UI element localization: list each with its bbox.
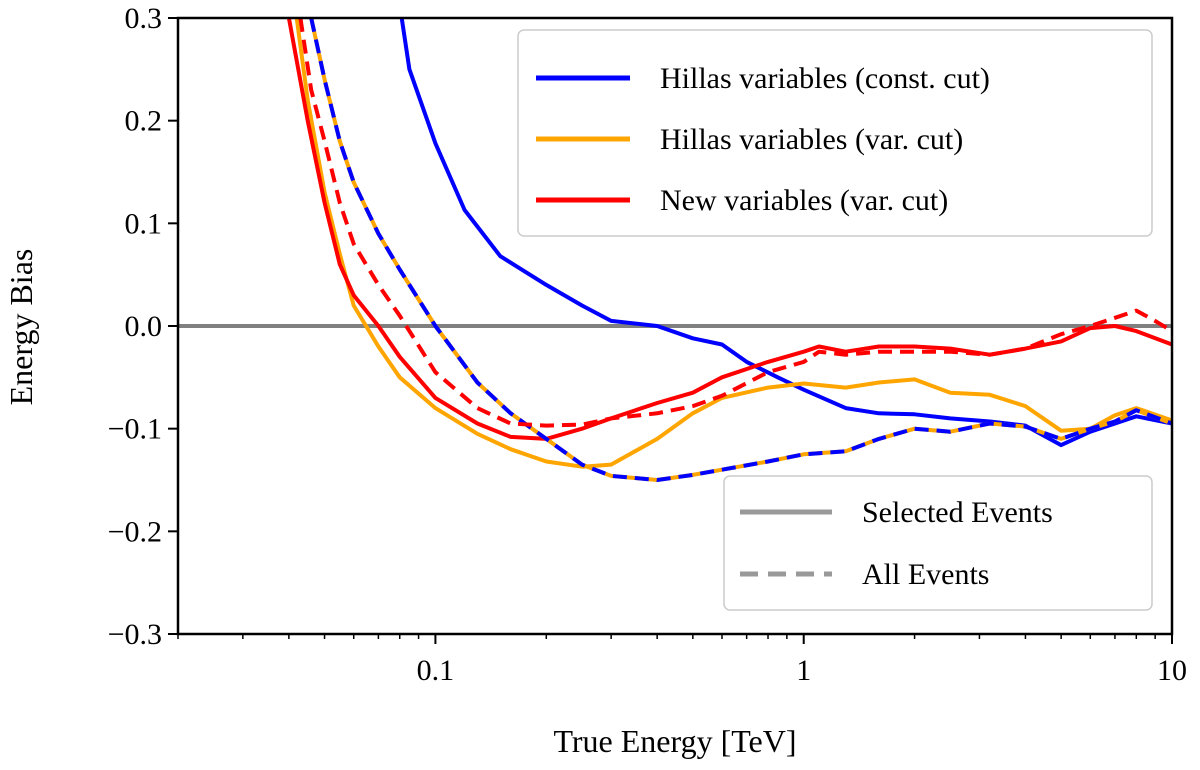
legend-label: Hillas variables (var. cut) — [660, 123, 963, 156]
y-tick-label: −0.1 — [108, 413, 162, 446]
series-line-1 — [294, 18, 1172, 469]
y-tick-label: 0.1 — [125, 207, 163, 240]
series-line-3 — [309, 18, 1172, 482]
legend-label: All Events — [862, 558, 990, 591]
legend-label: Selected Events — [862, 496, 1053, 529]
y-tick-label: 0.0 — [125, 310, 163, 343]
axes: 0.3 0.2 0.1 0.0 −0.1 −0.2 −0.3 0.1 1 10 — [108, 2, 1187, 687]
linestyle-legend: Selected Events All Events — [723, 475, 1153, 611]
series-legend: Hillas variables (const. cut) Hillas vari… — [517, 29, 1153, 237]
y-tick-label: 0.3 — [125, 2, 163, 35]
x-axis-label: True Energy [TeV] — [553, 723, 796, 759]
x-tick-label: 0.1 — [417, 654, 455, 687]
legend-label: Hillas variables (const. cut) — [660, 62, 990, 95]
y-tick-label: −0.3 — [108, 618, 162, 651]
x-tick-label: 1 — [796, 654, 811, 687]
series-line-4 — [298, 18, 1172, 428]
y-axis-label: Energy Bias — [3, 249, 39, 406]
series-line-0 — [399, 18, 1172, 448]
legend-label: New variables (var. cut) — [660, 184, 948, 217]
y-tick-label: −0.2 — [108, 515, 162, 548]
x-tick-label: 10 — [1157, 654, 1187, 687]
plot-area — [178, 18, 1172, 482]
y-tick-label: 0.2 — [125, 105, 163, 138]
series-legend-box — [517, 29, 1153, 237]
